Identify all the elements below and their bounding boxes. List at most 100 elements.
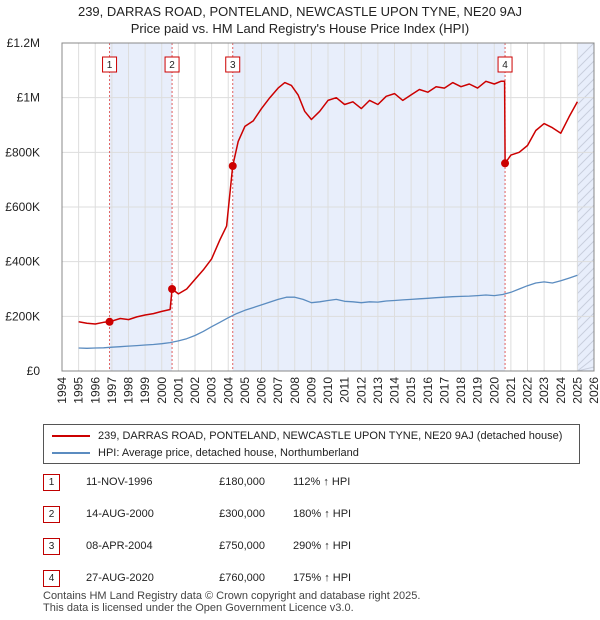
y-tick-label: £200K: [5, 309, 40, 323]
x-tick-label: 2024: [554, 377, 568, 404]
transaction-hpi: 112% ↑ HPI: [293, 476, 351, 488]
x-tick-label: 2002: [188, 377, 202, 404]
x-tick-label: 2019: [471, 377, 485, 404]
hatch-line: [577, 87, 595, 105]
hatch-line: [577, 366, 595, 372]
series-line-property: [78, 80, 579, 325]
x-tick-label: 2025: [570, 377, 584, 404]
x-tick-label: 2008: [288, 377, 302, 404]
transaction-marker-box: [102, 56, 118, 73]
x-tick-label: 1994: [55, 377, 69, 404]
x-tick-label: 2000: [155, 377, 169, 404]
hatch-line: [577, 195, 595, 213]
y-tick-label: £600K: [5, 200, 40, 214]
hatch-line: [577, 357, 595, 372]
y-tick-label: £1.2M: [7, 36, 40, 50]
transaction-point: [105, 317, 114, 326]
legend-label-hpi: HPI: Average price, detached house, Nort…: [98, 447, 359, 459]
x-tick-label: 2015: [404, 377, 418, 404]
x-tick-label: 2012: [354, 377, 368, 404]
x-tick-label: 2013: [371, 377, 385, 404]
transaction-marker-box: [225, 56, 241, 73]
transaction-marker-label: 4: [502, 60, 508, 71]
transaction-number: 1: [43, 474, 60, 491]
y-tick-label: £800K: [5, 145, 40, 159]
transaction-hpi: 175% ↑ HPI: [293, 572, 352, 584]
x-tick-label: 2001: [171, 377, 185, 404]
hatch-line: [577, 222, 595, 240]
x-tick-label: 2009: [304, 377, 318, 404]
x-tick-label: 2018: [454, 377, 468, 404]
transaction-marker-label: 1: [107, 60, 113, 71]
transaction-price: £300,000: [219, 508, 265, 520]
transaction-price: £760,000: [219, 572, 265, 584]
legend-swatch-property: [52, 435, 90, 437]
y-tick-label: £1M: [17, 91, 40, 105]
hatch-line: [577, 186, 595, 204]
hatch-line: [577, 51, 595, 69]
legend: 239, DARRAS ROAD, PONTELAND, NEWCASTLE U…: [43, 424, 580, 464]
hatch-line: [577, 96, 595, 114]
transaction-marker-label: 2: [169, 60, 175, 71]
x-tick-label: 2005: [238, 377, 252, 404]
legend-item-property: 239, DARRAS ROAD, PONTELAND, NEWCASTLE U…: [52, 428, 562, 444]
x-tick-label: 1996: [88, 377, 102, 404]
x-tick-label: 1998: [122, 377, 136, 404]
x-tick-label: 2010: [321, 377, 335, 404]
hatch-line: [577, 150, 595, 168]
hatch-line: [577, 204, 595, 222]
hatch-line: [577, 231, 595, 249]
y-tick-label: £0: [27, 364, 41, 378]
transaction-hpi: 180% ↑ HPI: [293, 508, 352, 520]
transaction-price: £180,000: [219, 476, 265, 488]
footer-licence: This data is licensed under the Open Gov…: [43, 602, 354, 614]
transaction-date: 11-NOV-1996: [86, 476, 153, 488]
hatch-line: [577, 213, 595, 231]
transaction-date: 27-AUG-2020: [86, 572, 154, 584]
hatch-line: [577, 285, 595, 303]
transaction-hpi: 290% ↑ HPI: [293, 540, 352, 552]
x-tick-label: 2014: [388, 377, 402, 404]
chart-title: 239, DARRAS ROAD, PONTELAND, NEWCASTLE U…: [77, 4, 523, 19]
hatch-line: [577, 249, 595, 267]
transaction-marker-label: 3: [230, 60, 236, 71]
hatch-line: [577, 339, 595, 357]
legend-label-property: 239, DARRAS ROAD, PONTELAND, NEWCASTLE U…: [98, 430, 563, 442]
series-line-hpi: [78, 274, 578, 349]
hatch-line: [577, 330, 595, 348]
x-tick-label: 1995: [72, 377, 86, 404]
table-row: 3 08-APR-2004 £750,000 290% ↑ HPI: [43, 538, 443, 555]
transaction-point: [168, 285, 177, 293]
hatch-line: [577, 60, 595, 78]
x-tick-label: 2021: [504, 377, 518, 404]
x-tick-label: 2022: [521, 377, 535, 404]
hatch-line: [577, 276, 595, 294]
x-tick-label: 2017: [437, 377, 451, 404]
hatch-line: [577, 159, 595, 177]
x-tick-label: 1999: [138, 377, 152, 404]
plot-frame: [61, 42, 595, 372]
hatch-line: [577, 312, 595, 330]
x-tick-label: 2011: [338, 377, 352, 403]
x-tick-label: 2007: [271, 377, 285, 404]
table-row: 1 11-NOV-1996 £180,000 112% ↑ HPI: [43, 474, 443, 491]
hatch-line: [577, 177, 595, 195]
footer-copyright: Contains HM Land Registry data © Crown c…: [43, 590, 421, 602]
transaction-point: [228, 162, 237, 170]
transaction-marker-box: [497, 56, 513, 73]
legend-item-hpi: HPI: Average price, detached house, Nort…: [52, 445, 359, 461]
transaction-date: 08-APR-2004: [86, 540, 153, 552]
transaction-number: 2: [43, 506, 60, 523]
x-tick-label: 2004: [221, 377, 235, 404]
hatch-line: [577, 267, 595, 285]
hatch-line: [577, 69, 595, 87]
hatch-line: [577, 240, 595, 258]
transaction-number: 3: [43, 538, 60, 555]
hatch-line: [577, 141, 595, 159]
hatch-line: [577, 114, 595, 132]
legend-swatch-hpi: [52, 452, 90, 454]
hatch-line: [577, 294, 595, 312]
hatch-line: [577, 168, 595, 186]
transaction-number: 4: [43, 570, 60, 587]
